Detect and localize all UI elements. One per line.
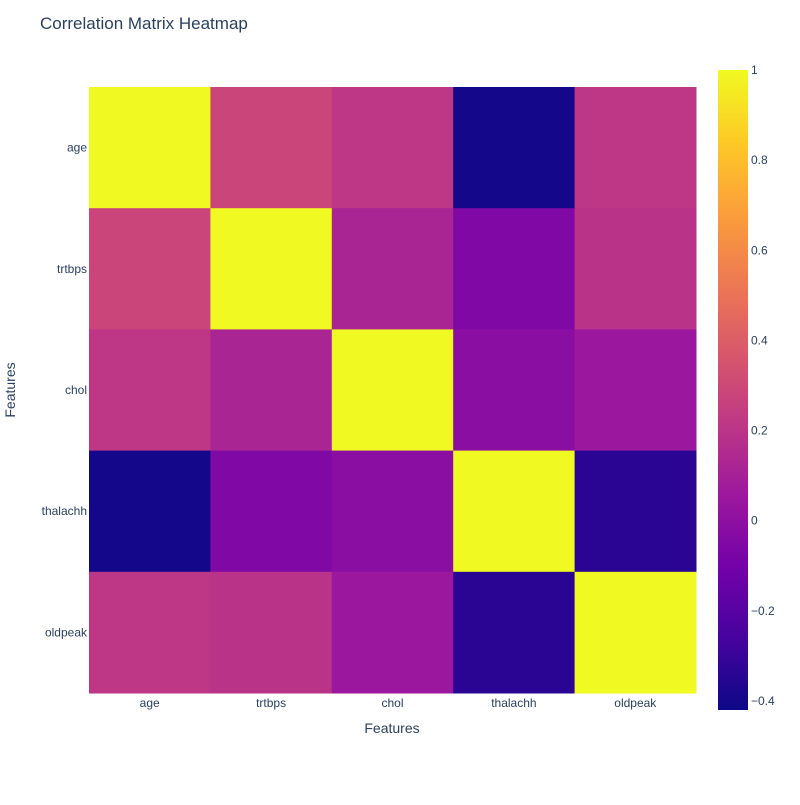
x-tick-label-thalachh: thalachh [491,696,536,710]
y-tick-label-trtbps: trtbps [57,262,87,276]
heatmap-cell-thalachh-chol [331,450,454,573]
heatmap-cell-age-age [89,87,211,209]
colorbar-tick-label: 0.2 [751,424,768,438]
heatmap-cells [89,87,697,694]
heatmap-cell-trtbps-chol [331,208,454,330]
heatmap-cell-oldpeak-oldpeak [574,571,697,694]
heatmap-cell-trtbps-oldpeak [574,208,697,330]
x-tick-label-oldpeak: oldpeak [614,696,657,710]
colorbar-tick-label: 0.4 [751,333,768,347]
colorbar-tick-label: 0 [751,514,758,528]
colorbar: 1 0.8 0.6 0.4 0.2 0 −0.2 −0.4 [718,63,775,710]
colorbar-tick-label: −0.2 [751,604,775,618]
colorbar-gradient [718,70,748,710]
x-axis-ticks: age trtbps chol thalachh oldpeak [140,696,658,710]
y-tick-label-chol: chol [65,383,87,397]
heatmap-cell-thalachh-trtbps [210,450,333,573]
heatmap-cell-chol-chol [331,329,454,452]
y-axis-ticks: age trtbps chol thalachh oldpeak [42,141,88,640]
colorbar-ticks: 1 0.8 0.6 0.4 0.2 0 −0.2 −0.4 [751,63,775,708]
heatmap-cell-oldpeak-age [89,571,211,694]
heatmap-cell-age-trtbps [210,87,333,209]
y-tick-label-oldpeak: oldpeak [45,625,88,639]
heatmap-cell-thalachh-age [89,450,211,573]
heatmap-cell-chol-oldpeak [574,329,697,452]
chart-title: Correlation Matrix Heatmap [40,14,248,33]
heatmap-cell-trtbps-trtbps [210,208,333,330]
heatmap-cell-oldpeak-chol [331,571,454,694]
heatmap-cell-age-oldpeak [574,87,697,209]
x-axis-title: Features [364,720,419,736]
x-tick-label-chol: chol [381,696,403,710]
heatmap-cell-trtbps-thalachh [453,208,576,330]
colorbar-tick-label: 0.6 [751,243,768,257]
y-tick-label-thalachh: thalachh [42,504,87,518]
x-tick-label-trtbps: trtbps [256,696,286,710]
heatmap-cell-oldpeak-trtbps [210,571,333,694]
heatmap-cell-thalachh-thalachh [453,450,576,573]
heatmap-cell-age-chol [331,87,454,209]
colorbar-tick-label: 0.8 [751,153,768,167]
y-tick-label-age: age [67,141,87,155]
y-axis-title: Features [2,362,18,417]
x-tick-label-age: age [140,696,160,710]
colorbar-tick-label: 1 [751,63,758,77]
heatmap-cell-oldpeak-thalachh [453,571,576,694]
heatmap-cell-chol-age [89,329,211,452]
heatmap-cell-age-thalachh [453,87,576,209]
heatmap-cell-trtbps-age [89,208,211,330]
heatmap-cell-thalachh-oldpeak [574,450,697,573]
heatmap-cell-chol-thalachh [453,329,576,452]
heatmap-cell-chol-trtbps [210,329,333,452]
colorbar-tick-label: −0.4 [751,694,775,708]
